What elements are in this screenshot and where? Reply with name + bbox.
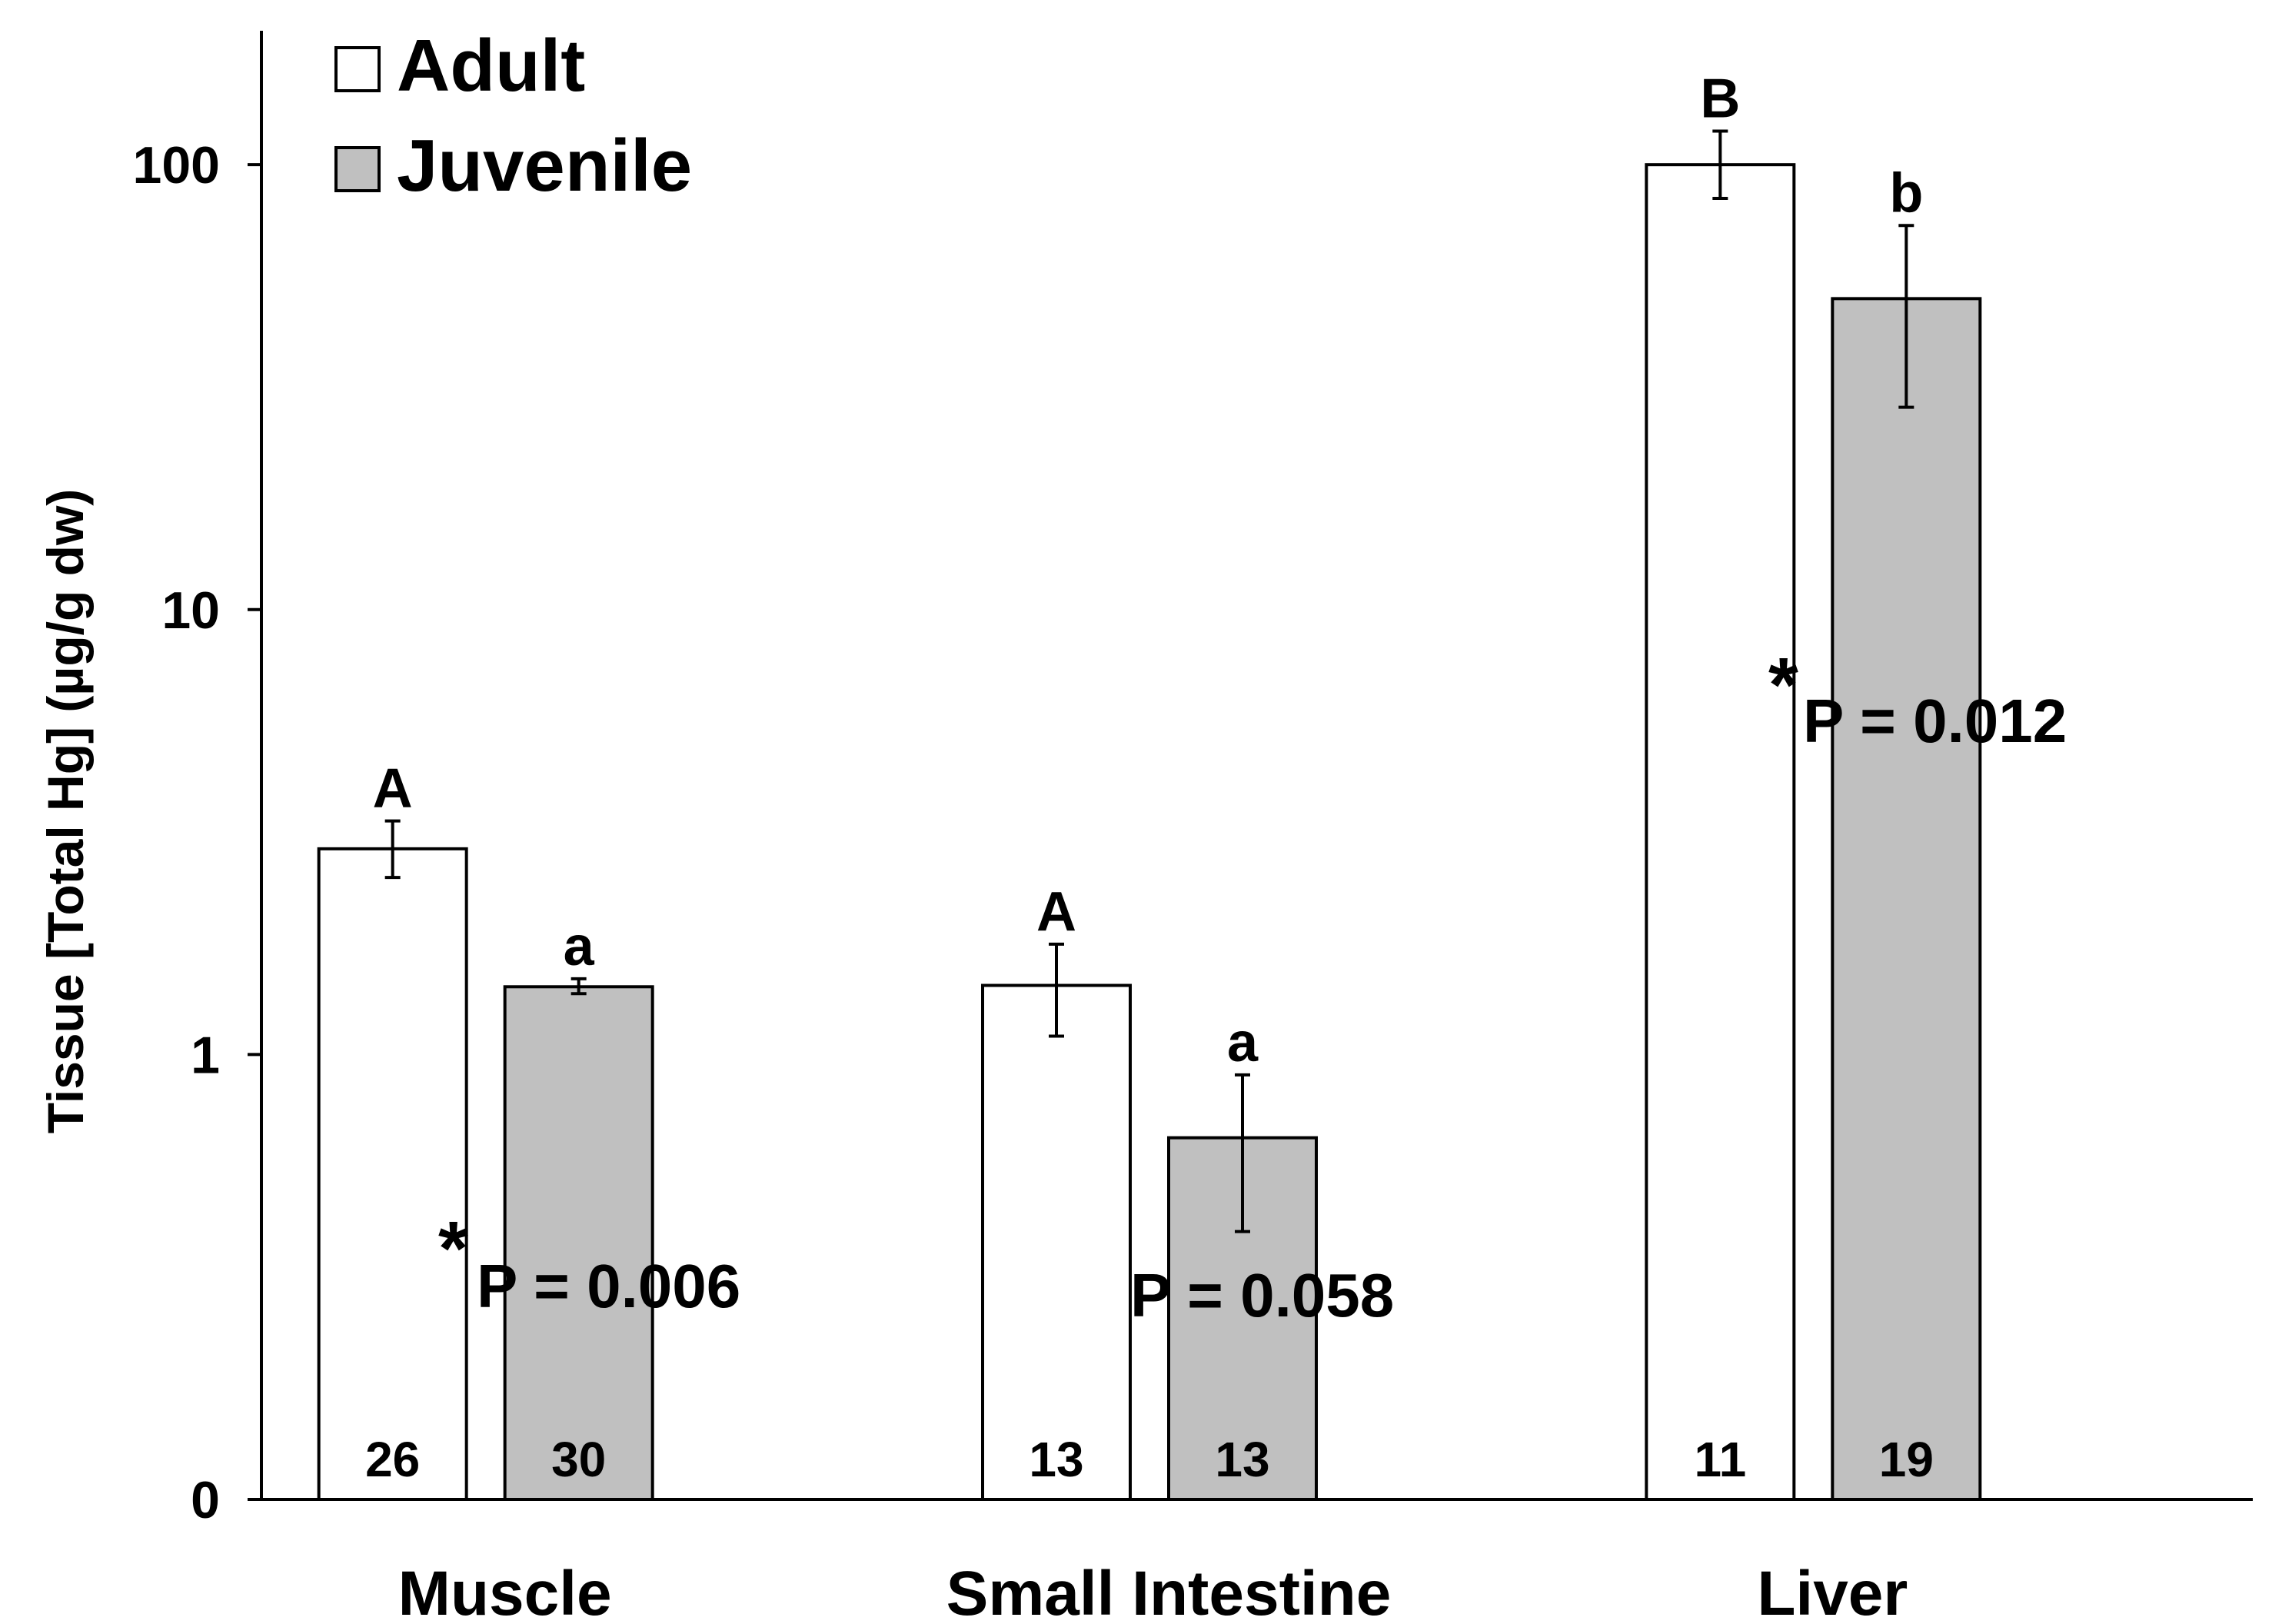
- y-tick-label: 1: [191, 1026, 220, 1084]
- sample-size-label: 11: [1695, 1432, 1747, 1487]
- significance-star: *: [438, 1206, 468, 1292]
- sample-size-label: 26: [365, 1432, 420, 1487]
- p-value-label: P = 0.006: [477, 1252, 740, 1320]
- p-value-label: P = 0.012: [1803, 687, 2067, 755]
- annotations: * P = 0.006 P = 0.058* P = 0.012: [438, 642, 2067, 1329]
- bar-adult-0: [317, 847, 468, 1501]
- legend-label-adult: Adult: [397, 25, 585, 107]
- significance-letter: A: [373, 758, 413, 820]
- significance-letter: a: [1227, 1012, 1259, 1073]
- significance-letter: A: [1036, 881, 1076, 943]
- y-tick-label: 10: [161, 581, 220, 640]
- significance-star: *: [1768, 642, 1798, 728]
- bar-juvenile-0: [503, 985, 654, 1501]
- significance-letter: b: [1889, 162, 1923, 224]
- legend-swatch-adult: [334, 46, 381, 92]
- sample-size-label: 30: [551, 1432, 606, 1487]
- category-label: Liver: [1757, 1559, 1908, 1624]
- sample-size-label: 13: [1029, 1432, 1083, 1487]
- legend-label-juvenile: Juvenile: [397, 125, 692, 207]
- bars: A 26 a 30 A 13 a 13 B 11 b 19: [317, 68, 1982, 1502]
- sample-size-label: 19: [1879, 1432, 1934, 1487]
- y-tick-label: 0: [191, 1471, 220, 1529]
- bar-adult-1: [981, 983, 1132, 1501]
- p-value-label: P = 0.058: [1130, 1261, 1394, 1329]
- y-tick-label: 100: [133, 136, 220, 195]
- y-ticks: 0 1 10 100: [133, 136, 261, 1529]
- legend: Adult Juvenile: [334, 25, 692, 207]
- legend-swatch-juvenile: [334, 146, 381, 192]
- y-axis-title: Tissue [Total Hg] (µg/g dw): [37, 489, 94, 1134]
- significance-letter: B: [1700, 68, 1740, 129]
- category-labels: Muscle Small Intestine Liver: [398, 1559, 1908, 1624]
- category-label: Muscle: [398, 1559, 612, 1624]
- bar-adult-2: [1645, 163, 1796, 1502]
- bar-juvenile-2: [1831, 297, 1982, 1501]
- sample-size-label: 13: [1215, 1432, 1269, 1487]
- significance-letter: a: [564, 916, 595, 977]
- category-label: Small Intestine: [946, 1559, 1392, 1624]
